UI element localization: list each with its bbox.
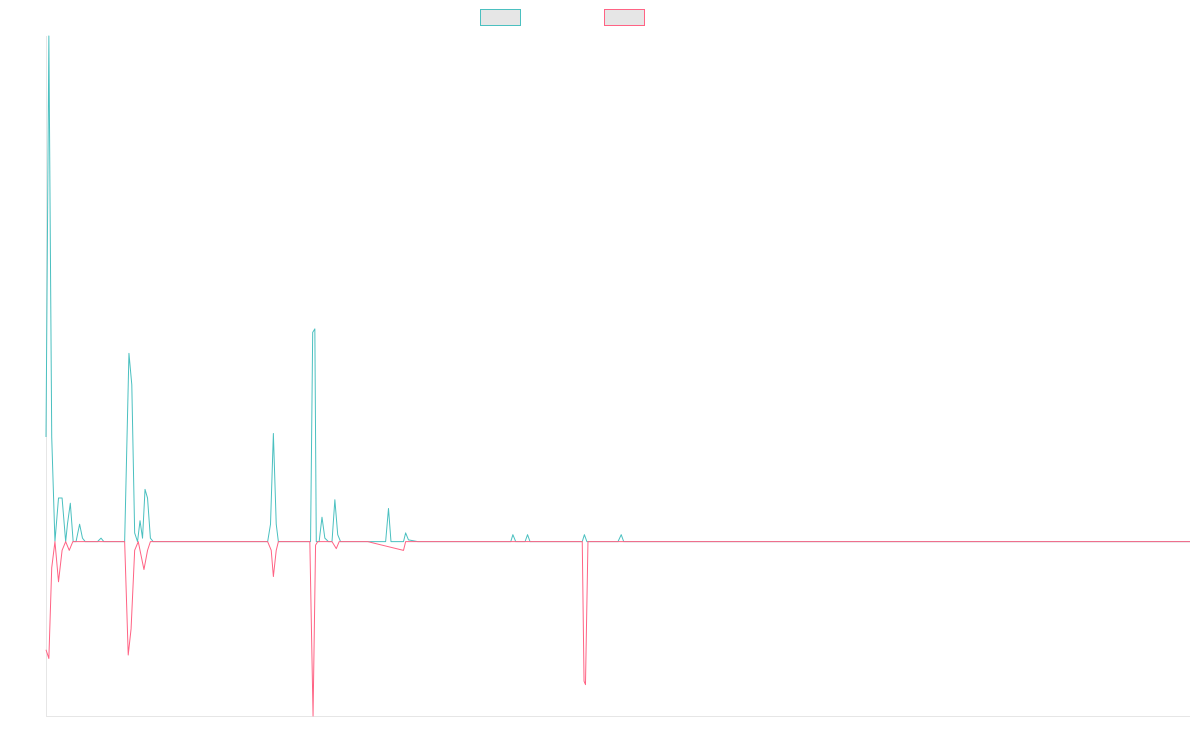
series-line-2 [45, 541, 1190, 717]
legend-swatch-series-2[interactable] [604, 9, 645, 26]
axes [46, 36, 1190, 717]
legend-swatch-series-1[interactable] [480, 9, 521, 26]
series-line-1 [45, 35, 1190, 543]
legend [480, 9, 645, 26]
series-layer [45, 35, 1190, 717]
